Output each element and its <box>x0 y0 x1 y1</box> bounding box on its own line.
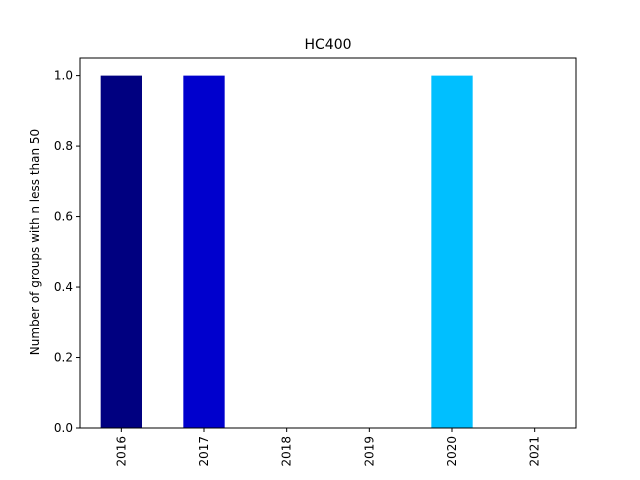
x-tick-label-2019: 2019 <box>362 436 376 467</box>
y-tick-label-1.0: 1.0 <box>54 69 73 83</box>
bar-2017 <box>183 75 225 428</box>
x-tick-label-2017: 2017 <box>197 436 211 467</box>
y-tick-label-0.0: 0.0 <box>54 421 73 435</box>
y-tick-label-0.6: 0.6 <box>54 210 73 224</box>
y-tick-label-0.4: 0.4 <box>54 280 73 294</box>
bars-group <box>100 75 473 428</box>
y-tick-label-0.8: 0.8 <box>54 139 73 153</box>
y-axis-label: Number of groups with n less than 50 <box>28 129 42 355</box>
x-tick-label-2016: 2016 <box>114 436 128 467</box>
x-axis-ticks: 2016 2017 2018 2019 2020 2021 <box>114 428 542 467</box>
plot-frame <box>79 57 577 429</box>
chart-title: HC400 <box>304 37 351 53</box>
x-tick-label-2021: 2021 <box>528 436 542 467</box>
x-tick-label-2020: 2020 <box>445 436 459 467</box>
bar-2020 <box>431 75 473 428</box>
bar-2016 <box>100 75 142 428</box>
y-tick-label-0.2: 0.2 <box>54 351 73 365</box>
x-tick-label-2018: 2018 <box>280 436 294 467</box>
y-axis-ticks: 0.0 0.2 0.4 0.6 0.8 1.0 <box>54 69 80 435</box>
